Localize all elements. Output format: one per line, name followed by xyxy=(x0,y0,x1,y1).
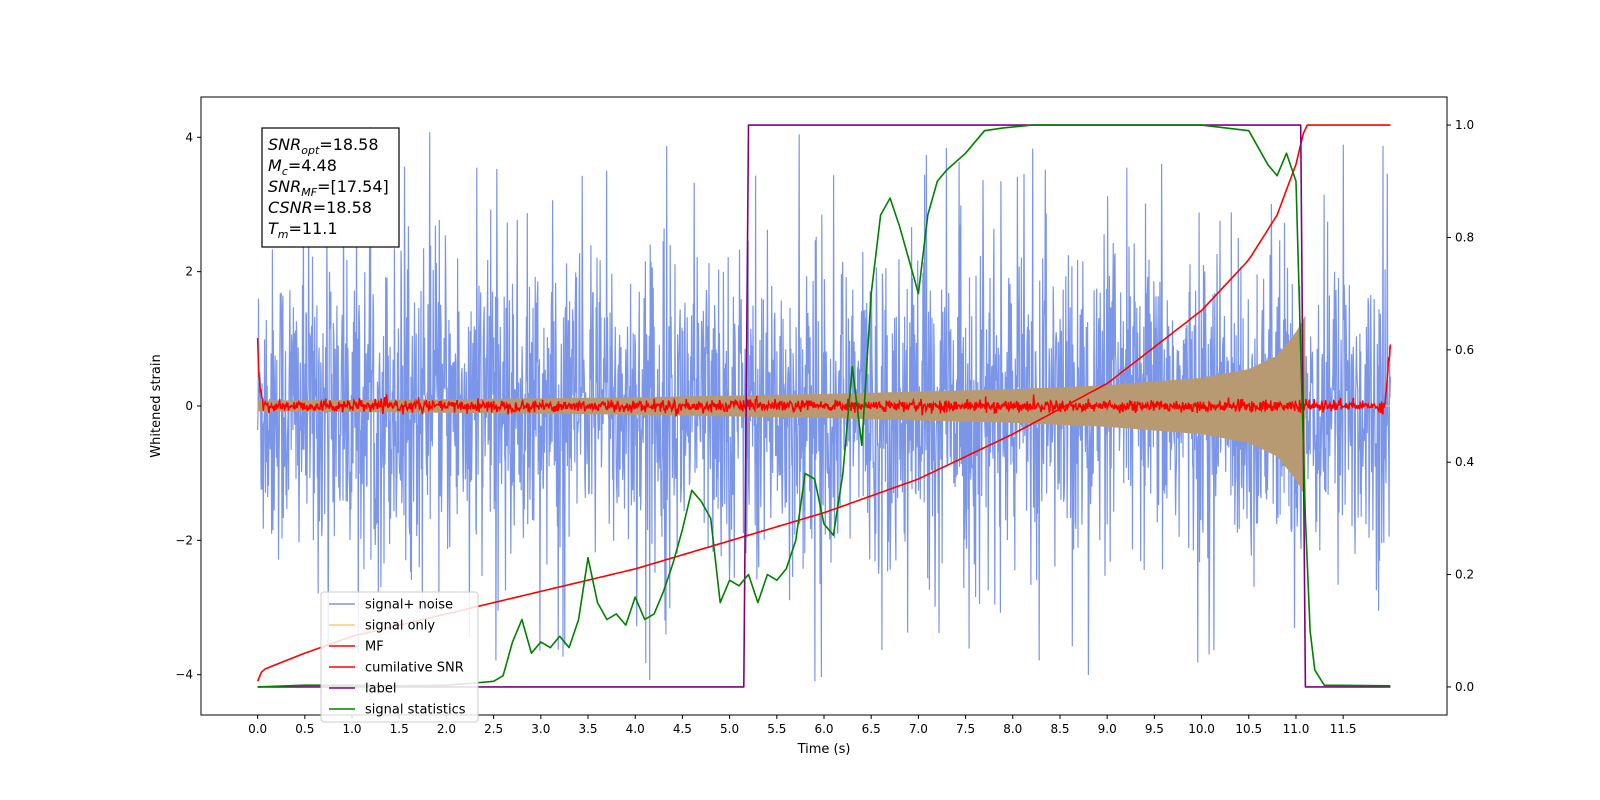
x-tick-label: 7.0 xyxy=(909,722,928,736)
info-mc-sub: c xyxy=(282,165,288,178)
info-snr-mf-label: SNR xyxy=(268,177,301,196)
x-tick-label: 8.0 xyxy=(1003,722,1022,736)
info-snr-opt-sub: opt xyxy=(301,144,320,157)
x-tick-label: 3.0 xyxy=(531,722,550,736)
info-snr-mf: SNRMF=[17.54] xyxy=(268,177,389,199)
info-mc-value: =4.48 xyxy=(288,156,337,175)
legend-frame xyxy=(320,591,479,723)
info-tm-label: T xyxy=(268,219,279,238)
info-tm: Tm=11.1 xyxy=(268,219,338,241)
x-tick-label: 11.5 xyxy=(1330,722,1357,736)
legend-entry: label xyxy=(365,682,396,697)
info-box: SNRopt=18.58Mc=4.48SNRMF=[17.54]CSNR=18.… xyxy=(261,127,400,248)
y-tick-label: 2 xyxy=(185,265,193,279)
series-signal-statistics-line xyxy=(257,124,1391,688)
legend: signal+ noise signal only MF cumilative SNR… xyxy=(320,591,479,723)
info-mc-label: M xyxy=(268,156,282,175)
series-mf-line xyxy=(256,337,1392,417)
y2-tick-label: 1.0 xyxy=(1455,118,1474,132)
x-tick-label: 0.5 xyxy=(295,722,314,736)
x-tick-label: 1.0 xyxy=(342,722,361,736)
legend-entry: cumilative SNR xyxy=(365,661,464,676)
x-tick-label: 10.0 xyxy=(1188,722,1215,736)
x-tick-label: 1.5 xyxy=(390,722,409,736)
y2-tick-label: 0.4 xyxy=(1455,455,1474,469)
info-box-frame xyxy=(261,127,400,248)
legend-entry: signal+ noise xyxy=(365,598,453,613)
legend-entry: signal statistics xyxy=(365,703,466,718)
x-tick-label: 4.0 xyxy=(626,722,645,736)
x-tick-label: 9.5 xyxy=(1145,722,1164,736)
x-tick-label: 8.5 xyxy=(1050,722,1069,736)
info-snr-opt-value: =18.58 xyxy=(319,135,378,154)
y2-tick-label: 0.2 xyxy=(1455,568,1474,582)
y-tick-label: 0 xyxy=(185,399,193,413)
y-axis-label: Whitened strain xyxy=(149,354,164,457)
info-tm-value: =11.1 xyxy=(289,219,338,238)
x-tick-label: 4.5 xyxy=(673,722,692,736)
x-tick-label: 6.0 xyxy=(814,722,833,736)
x-tick-label: 5.0 xyxy=(720,722,739,736)
x-tick-label: 2.0 xyxy=(437,722,456,736)
info-tm-sub: m xyxy=(278,228,289,241)
y2-tick-label: 0.8 xyxy=(1455,230,1474,244)
x-tick-label: 11.0 xyxy=(1283,722,1310,736)
y2-tick-label: 0.0 xyxy=(1455,680,1474,694)
info-mc: Mc=4.48 xyxy=(268,156,337,178)
x-tick-label: 9.0 xyxy=(1098,722,1117,736)
axes: 0.0 0.5 1.0 1.5 2.0 2.5 3.0 3.5 4.0 4.5 5.0 5.5 6.0 6… xyxy=(149,96,1474,757)
legend-entry: MF xyxy=(365,640,384,655)
info-snr-mf-value: =[17.54] xyxy=(317,177,389,196)
info-csnr-label: CSNR xyxy=(268,198,313,217)
y2-tick-label: 0.6 xyxy=(1455,343,1474,357)
info-csnr-value: =18.58 xyxy=(313,198,372,217)
x-tick-label: 0.0 xyxy=(248,722,267,736)
x-tick-label: 3.5 xyxy=(578,722,597,736)
y-tick-label: −4 xyxy=(175,668,193,682)
x-tick-label: 2.5 xyxy=(484,722,503,736)
info-snr-opt: SNRopt=18.58 xyxy=(268,135,379,157)
legend-entry: signal only xyxy=(365,619,435,634)
x-tick-label: 5.5 xyxy=(767,722,786,736)
x-tick-label: 6.5 xyxy=(862,722,881,736)
y-tick-label: 4 xyxy=(185,130,193,144)
info-snr-opt-label: SNR xyxy=(268,135,301,154)
x-axis-label: Time (s) xyxy=(797,742,851,757)
x-tick-label: 10.5 xyxy=(1235,722,1262,736)
y-tick-label: −2 xyxy=(175,533,193,547)
info-csnr: CSNR=18.58 xyxy=(268,198,372,217)
x-tick-label: 7.5 xyxy=(956,722,975,736)
info-snr-mf-sub: MF xyxy=(301,186,317,199)
